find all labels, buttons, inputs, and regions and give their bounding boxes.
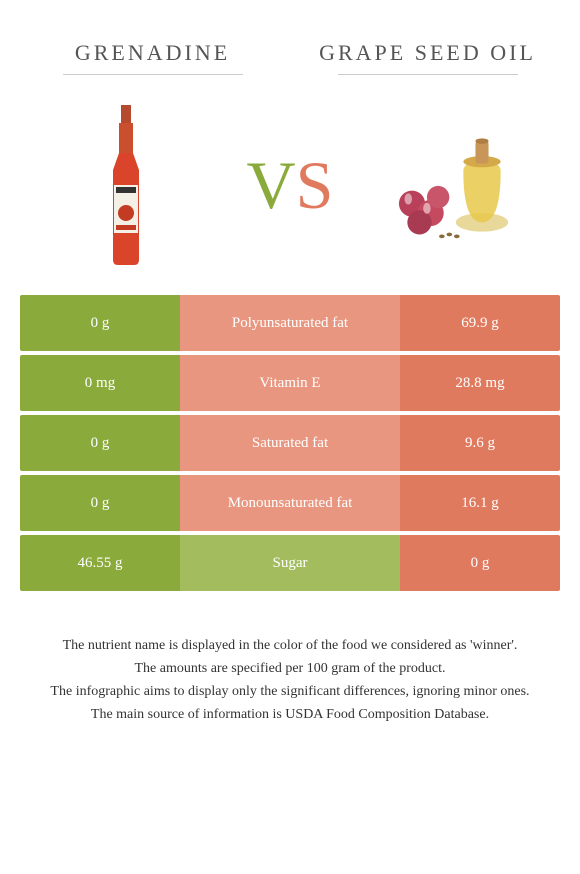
right-title: Grape seed oil	[315, 40, 540, 66]
footer-line: The amounts are specified per 100 gram o…	[30, 658, 550, 679]
grenadine-image	[56, 100, 196, 270]
left-value: 0 mg	[20, 355, 180, 411]
right-value: 16.1 g	[400, 475, 560, 531]
nutrient-label: Sugar	[180, 535, 400, 591]
footer-line: The nutrient name is displayed in the co…	[30, 635, 550, 656]
table-row: 46.55 gSugar0 g	[20, 535, 560, 591]
right-value: 69.9 g	[400, 295, 560, 351]
left-product-header: Grenadine	[40, 40, 265, 75]
nutrient-label: Polyunsaturated fat	[180, 295, 400, 351]
right-value: 28.8 mg	[400, 355, 560, 411]
left-value: 46.55 g	[20, 535, 180, 591]
left-value: 0 g	[20, 415, 180, 471]
nutrient-label: Monounsaturated fat	[180, 475, 400, 531]
left-value: 0 g	[20, 475, 180, 531]
images-row: VS	[0, 95, 580, 295]
comparison-table: 0 gPolyunsaturated fat69.9 g0 mgVitamin …	[0, 295, 580, 591]
table-row: 0 gPolyunsaturated fat69.9 g	[20, 295, 560, 351]
nutrient-label: Vitamin E	[180, 355, 400, 411]
right-value: 0 g	[400, 535, 560, 591]
right-value: 9.6 g	[400, 415, 560, 471]
header-row: Grenadine Grape seed oil	[0, 0, 580, 95]
table-row: 0 gSaturated fat9.6 g	[20, 415, 560, 471]
left-value: 0 g	[20, 295, 180, 351]
nutrient-label: Saturated fat	[180, 415, 400, 471]
vs-v: V	[247, 146, 296, 225]
footer-notes: The nutrient name is displayed in the co…	[0, 595, 580, 725]
grapeseed-image	[384, 100, 524, 270]
left-title: Grenadine	[40, 40, 265, 66]
underline	[338, 74, 518, 75]
vs-s: S	[296, 146, 334, 225]
right-product-header: Grape seed oil	[315, 40, 540, 75]
table-row: 0 mgVitamin E28.8 mg	[20, 355, 560, 411]
table-row: 0 gMonounsaturated fat16.1 g	[20, 475, 560, 531]
underline	[63, 74, 243, 75]
footer-line: The infographic aims to display only the…	[30, 681, 550, 702]
footer-line: The main source of information is USDA F…	[30, 704, 550, 725]
vs-label: VS	[247, 146, 334, 225]
